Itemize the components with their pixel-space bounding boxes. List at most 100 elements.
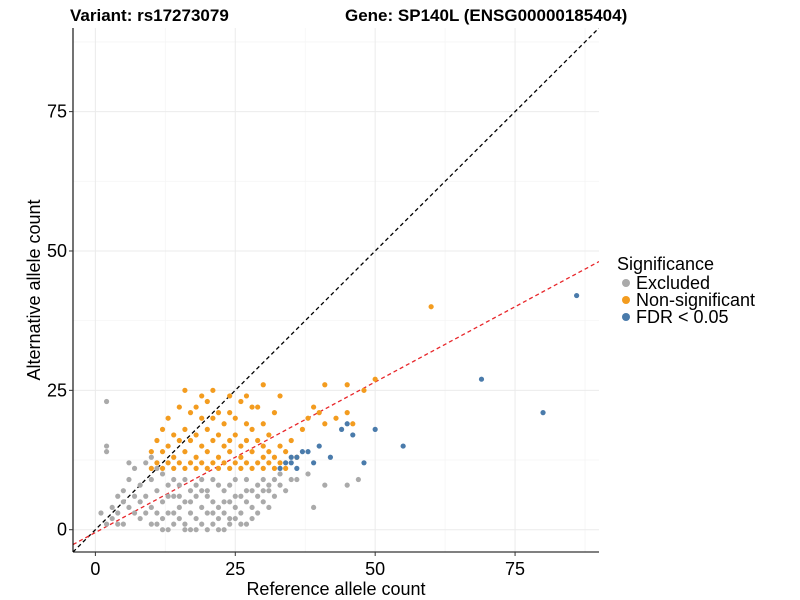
non-significant-point: [344, 382, 350, 388]
non-significant-point: [210, 387, 216, 393]
fdr-0-05-point: [574, 292, 580, 299]
excluded-point: [193, 527, 199, 533]
non-significant-point: [215, 454, 222, 460]
non-significant-point: [165, 460, 171, 466]
legend-title: Significance: [617, 254, 714, 274]
excluded-point: [221, 499, 227, 505]
excluded-point: [193, 515, 199, 522]
excluded-point: [199, 521, 205, 527]
fdr-0-05-point: [316, 443, 322, 449]
non-significant-point: [299, 426, 306, 432]
legend-label-fdr-0-05: FDR < 0.05: [636, 307, 729, 327]
excluded-point: [103, 449, 110, 455]
excluded-point: [120, 499, 126, 505]
excluded-point: [176, 493, 182, 499]
x-tick-label: 0: [90, 559, 100, 579]
excluded-point: [171, 510, 177, 516]
non-significant-point: [187, 460, 194, 466]
fdr-0-05-point: [288, 460, 294, 466]
fdr-0-05-point: [283, 460, 289, 466]
non-significant-point: [165, 443, 171, 449]
excluded-point: [120, 488, 126, 494]
fdr-0-05-point: [294, 454, 300, 460]
non-significant-point: [271, 454, 278, 460]
non-significant-point: [221, 421, 227, 427]
excluded-point: [165, 493, 171, 499]
y-tick-label: 25: [47, 380, 67, 400]
excluded-point: [148, 521, 154, 527]
fdr-0-05-point: [478, 376, 485, 382]
non-significant-point: [428, 304, 434, 310]
non-significant-point: [255, 404, 261, 410]
excluded-point: [199, 488, 205, 494]
x-axis-label: Reference allele count: [246, 579, 425, 599]
non-significant-point: [238, 465, 244, 471]
excluded-point: [182, 499, 188, 505]
non-significant-point: [232, 415, 238, 421]
excluded-point: [120, 521, 126, 527]
excluded-point: [249, 504, 255, 511]
excluded-point: [131, 465, 138, 471]
non-significant-point: [249, 465, 255, 471]
non-significant-point: [260, 382, 266, 388]
excluded-point: [154, 521, 160, 527]
legend-swatch-non-significant: [622, 296, 630, 304]
excluded-point: [126, 476, 132, 483]
excluded-point: [159, 471, 166, 477]
excluded-point: [227, 499, 233, 505]
excluded-point: [187, 527, 194, 533]
fdr-0-05-point: [294, 465, 300, 471]
excluded-point: [143, 460, 149, 466]
non-significant-point: [193, 432, 199, 438]
non-significant-point: [232, 460, 238, 466]
regression-reference-line: [73, 260, 599, 546]
x-tick-label: 25: [225, 559, 245, 579]
non-significant-point: [305, 415, 311, 421]
non-significant-point: [159, 426, 166, 432]
non-significant-point: [333, 415, 339, 421]
non-significant-point: [204, 449, 210, 455]
data-points: [98, 292, 580, 533]
excluded-point: [260, 488, 266, 494]
non-significant-point: [199, 415, 205, 421]
excluded-point: [243, 521, 250, 527]
excluded-point: [187, 499, 194, 505]
non-significant-point: [227, 410, 233, 416]
non-significant-point: [288, 437, 294, 444]
y-tick-label: 75: [47, 102, 67, 122]
non-significant-point: [159, 465, 166, 471]
excluded-point: [238, 493, 244, 499]
non-significant-point: [227, 465, 233, 471]
excluded-point: [232, 504, 238, 511]
excluded-point: [171, 521, 177, 527]
excluded-point: [215, 527, 222, 533]
excluded-point: [238, 521, 244, 527]
fdr-0-05-point: [299, 449, 306, 455]
excluded-point: [322, 482, 328, 488]
excluded-point: [165, 482, 171, 488]
non-significant-point: [187, 437, 194, 444]
non-significant-point: [277, 443, 283, 449]
non-significant-point: [171, 465, 177, 471]
excluded-point: [204, 493, 210, 499]
excluded-point: [204, 510, 210, 516]
non-significant-point: [182, 387, 188, 393]
excluded-point: [255, 510, 261, 516]
non-significant-point: [193, 404, 199, 410]
chart-title-left: Variant: rs17273079: [70, 6, 229, 25]
non-significant-point: [283, 449, 289, 455]
excluded-point: [210, 476, 216, 483]
non-significant-point: [204, 465, 210, 471]
non-significant-point: [322, 421, 328, 427]
excluded-point: [131, 510, 138, 516]
excluded-point: [266, 488, 272, 494]
fdr-0-05-point: [344, 421, 350, 427]
non-significant-point: [182, 426, 188, 432]
non-significant-point: [238, 443, 244, 449]
excluded-point: [176, 482, 182, 488]
excluded-point: [115, 521, 121, 527]
non-significant-point: [255, 460, 261, 466]
non-significant-point: [277, 393, 283, 399]
legend-swatch-excluded: [622, 279, 630, 287]
